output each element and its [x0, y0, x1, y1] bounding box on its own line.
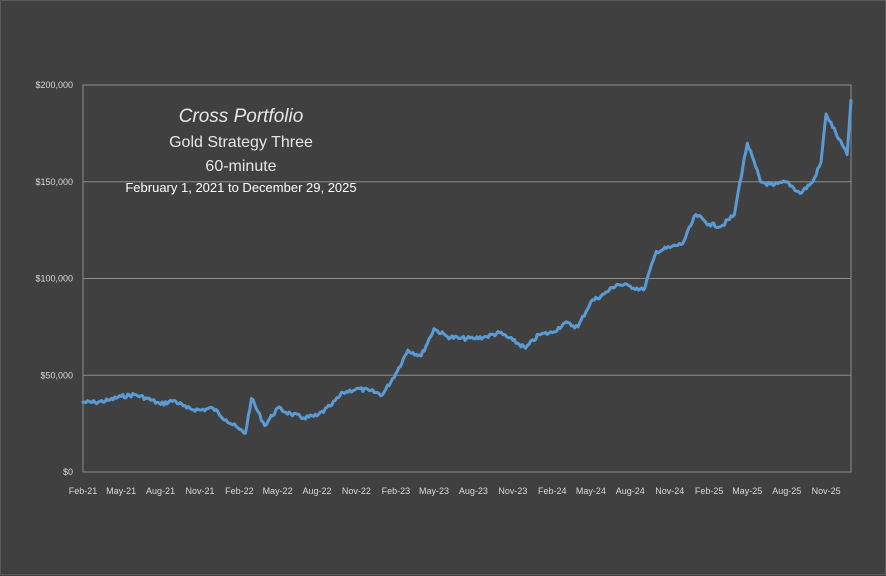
x-tick-label: Feb-21 [69, 486, 98, 496]
x-axis: Feb-21 May-21 Aug-21 Nov-21 Feb-22 May-22 Aug-… [69, 486, 841, 496]
x-tick-label: Nov-23 [498, 486, 527, 496]
x-tick-label: Feb-22 [225, 486, 254, 496]
x-tick-label: Feb-23 [382, 486, 411, 496]
chart-date-range: February 1, 2021 to December 29, 2025 [125, 180, 356, 195]
x-tick-label: Aug-25 [772, 486, 801, 496]
y-tick-label: $200,000 [35, 80, 73, 90]
x-tick-label: Aug-21 [146, 486, 175, 496]
x-tick-label: May-22 [263, 486, 293, 496]
x-tick-label: Aug-23 [459, 486, 488, 496]
y-axis: $0 $50,000 $100,000 $150,000 $200,000 [35, 80, 73, 477]
x-tick-label: May-23 [419, 486, 449, 496]
x-tick-label: Aug-22 [302, 486, 331, 496]
x-tick-label: Nov-25 [812, 486, 841, 496]
x-tick-label: Nov-24 [655, 486, 684, 496]
x-tick-label: Nov-21 [185, 486, 214, 496]
x-tick-label: Feb-25 [695, 486, 724, 496]
y-tick-label: $150,000 [35, 177, 73, 187]
x-tick-label: Feb-24 [538, 486, 567, 496]
gridlines [83, 181, 851, 376]
x-tick-label: May-24 [576, 486, 606, 496]
y-tick-label: $50,000 [40, 370, 73, 380]
x-tick-label: May-25 [732, 486, 762, 496]
chart-subtitle-strategy: Gold Strategy Three [169, 134, 313, 151]
x-tick-label: May-21 [106, 486, 136, 496]
equity-curve-line [81, 99, 853, 435]
x-tick-label: Aug-24 [616, 486, 645, 496]
y-tick-label: $0 [63, 467, 73, 477]
y-tick-label: $100,000 [35, 274, 73, 284]
chart-title: Cross Portfolio [179, 106, 304, 127]
x-tick-label: Nov-22 [342, 486, 371, 496]
chart-subtitle-timeframe: 60-minute [205, 158, 276, 175]
